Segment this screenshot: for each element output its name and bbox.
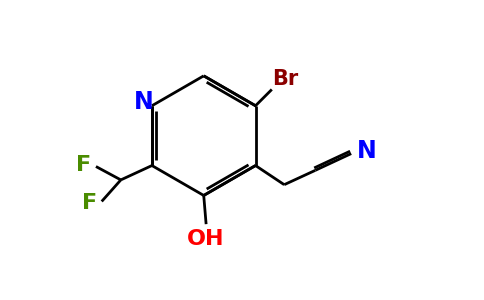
Text: OH: OH xyxy=(187,229,225,249)
Text: Br: Br xyxy=(272,68,298,88)
Text: N: N xyxy=(134,90,153,114)
Text: F: F xyxy=(82,193,97,213)
Text: F: F xyxy=(76,154,91,175)
Text: N: N xyxy=(357,139,377,163)
